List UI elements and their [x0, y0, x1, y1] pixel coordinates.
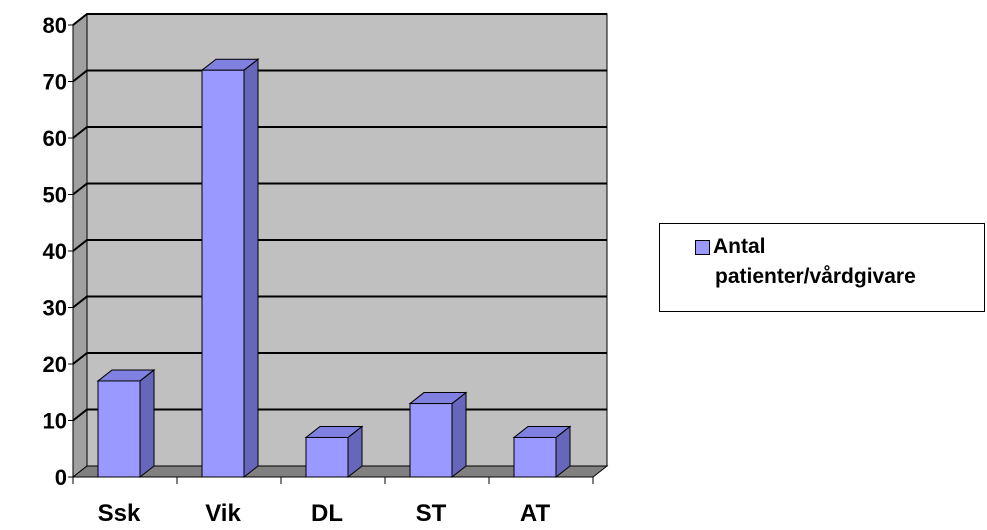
gridline — [72, 239, 607, 252]
x-tick-label: Ssk — [98, 500, 141, 527]
legend-swatch — [695, 240, 710, 255]
x-tick-label: AT — [520, 500, 551, 527]
x-tick-label: DL — [311, 500, 343, 527]
y-tick-label: 30 — [43, 296, 67, 321]
bar-ssk — [96, 368, 156, 479]
legend-label-line1: Antal — [713, 235, 766, 258]
x-tick-label: ST — [416, 500, 447, 527]
gridline — [72, 69, 607, 83]
bar-side — [243, 58, 259, 479]
legend: Antal patienter/vårdgivare — [659, 223, 985, 312]
bar-side — [451, 391, 467, 479]
gridline — [72, 13, 607, 26]
bar-side — [139, 368, 155, 479]
y-tick-label: 40 — [43, 239, 67, 264]
bar-st — [408, 391, 468, 479]
bar-at — [512, 425, 572, 479]
y-tick-label: 70 — [43, 70, 67, 95]
gridline — [72, 295, 607, 309]
bar-front — [513, 436, 557, 478]
bar-front — [305, 436, 349, 478]
bar-front — [409, 403, 453, 478]
gridline — [72, 352, 607, 365]
legend-label-line2: patienter/vårdgivare — [715, 265, 916, 288]
x-tick-label: Vik — [205, 500, 241, 527]
bar-vik — [200, 58, 260, 479]
y-tick-label: 80 — [43, 13, 67, 38]
y-tick-label: 20 — [43, 352, 67, 377]
gridline — [72, 126, 607, 139]
y-tick-label: 50 — [43, 183, 67, 208]
y-tick-label: 10 — [43, 409, 67, 434]
y-tick-label: 0 — [55, 465, 67, 490]
gridline — [72, 182, 607, 196]
bar-front — [97, 380, 141, 478]
y-tick-label: 60 — [43, 126, 67, 151]
legend-label: Antal patienter/vårdgivare — [713, 232, 916, 292]
bar-dl — [304, 425, 364, 479]
bar-front — [201, 69, 245, 478]
